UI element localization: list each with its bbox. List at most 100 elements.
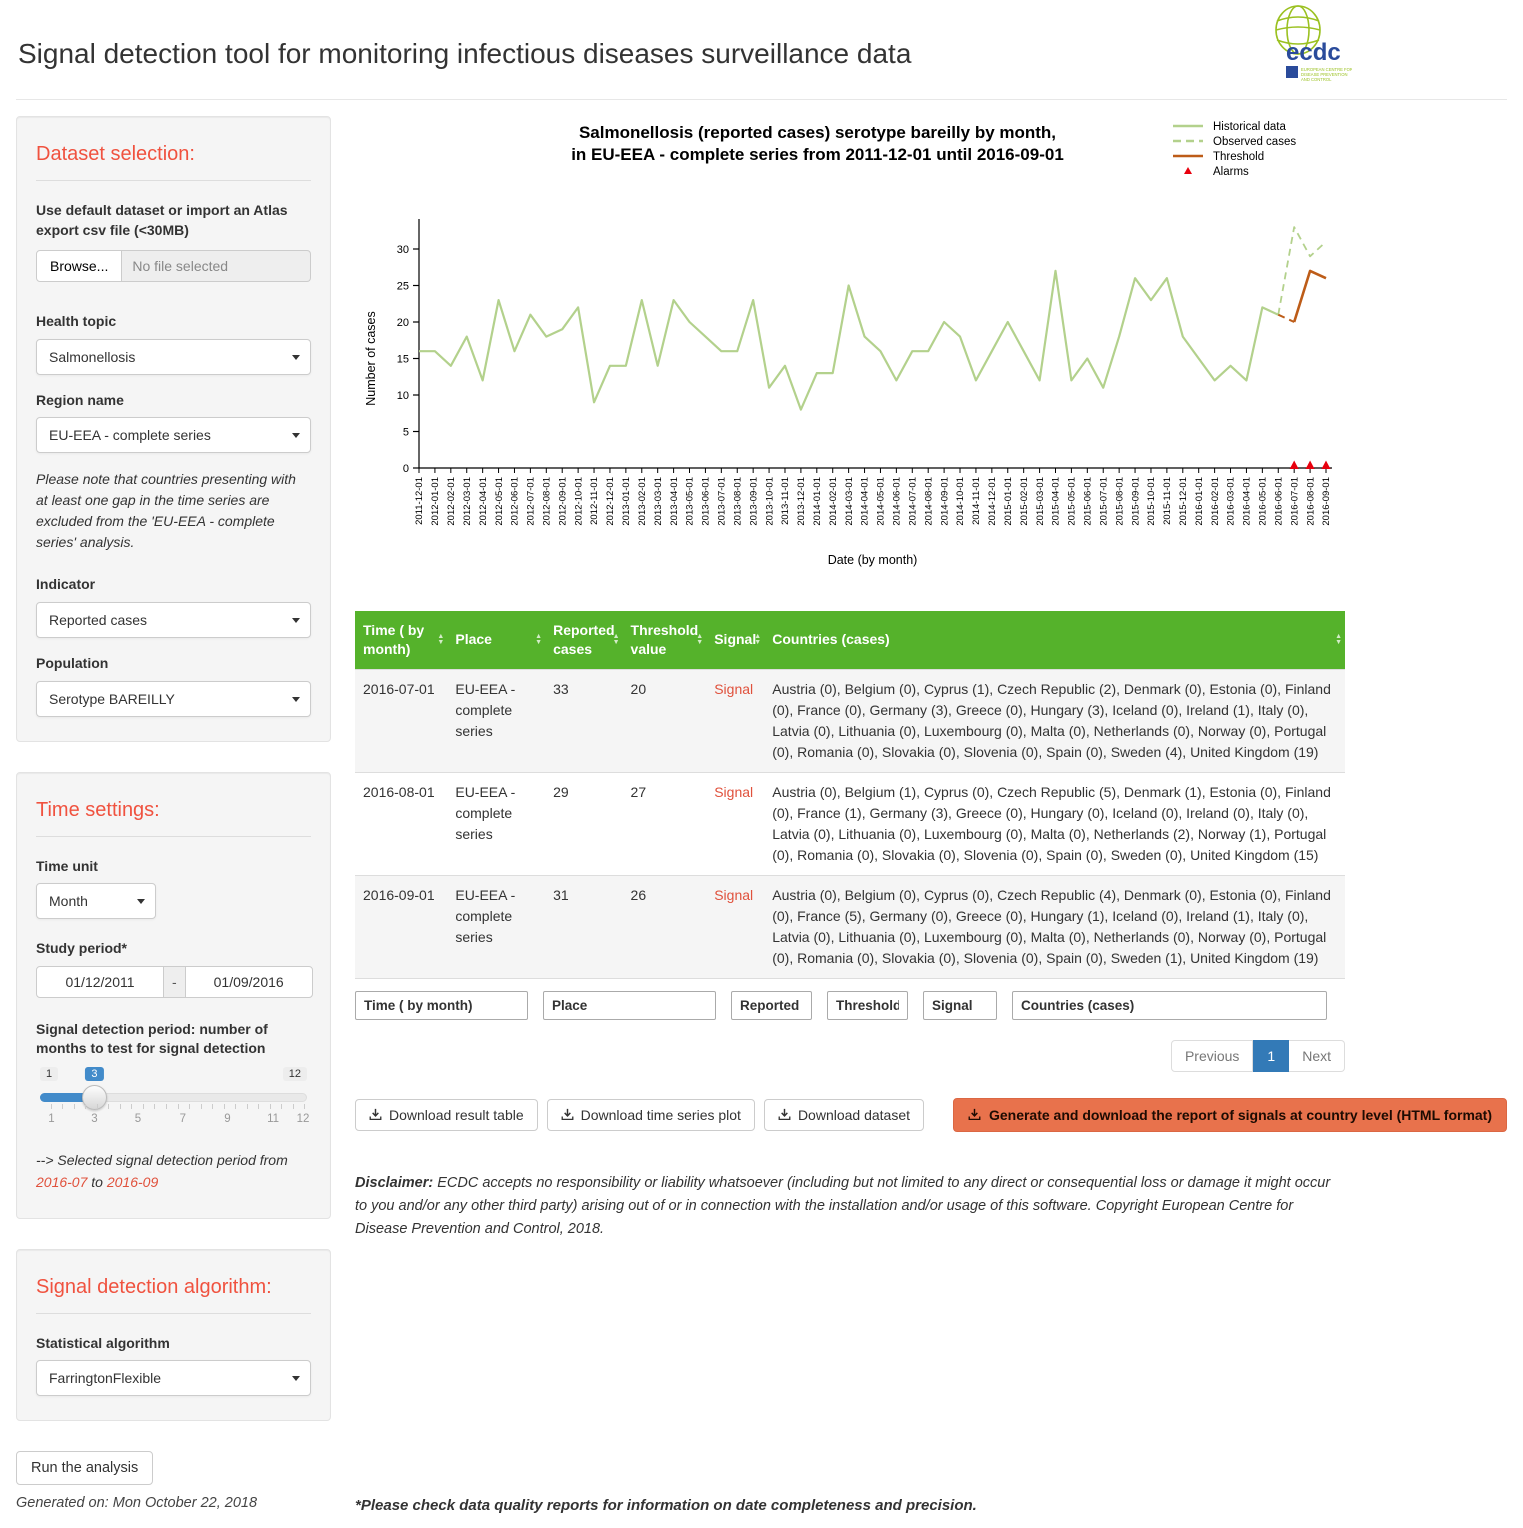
column-header-reported-cases[interactable]: Reported cases ▲ ▼ xyxy=(545,611,623,670)
x-tick-label: 2013-02-01 xyxy=(637,477,648,526)
column-header-time-by-month-[interactable]: Time ( by month) ▲ ▼ xyxy=(355,611,448,670)
x-tick-label: 2016-06-01 xyxy=(1273,477,1284,526)
x-tick-label: 2016-04-01 xyxy=(1242,477,1253,526)
x-tick-label: 2015-10-01 xyxy=(1146,477,1157,526)
region-name-label: Region name xyxy=(36,391,124,408)
x-tick-label: 2015-05-01 xyxy=(1067,477,1078,526)
x-tick-label: 2014-07-01 xyxy=(907,477,918,526)
results-table: Time ( by month) ▲ ▼ Place ▲ ▼ Reported cases ▲… xyxy=(355,611,1345,979)
slider-tick-label: 11 xyxy=(267,1112,280,1125)
time-unit-label: Time unit xyxy=(36,857,98,874)
column-header-countries-cases-[interactable]: Countries (cases) ▲ ▼ xyxy=(764,611,1345,670)
filter-input-reported-cases[interactable] xyxy=(731,990,812,1020)
sort-icon[interactable]: ▲ ▼ xyxy=(437,632,445,646)
x-tick-label: 2012-11-01 xyxy=(589,477,600,525)
chart-title-line2: in EU-EEA - complete series from 2011-12… xyxy=(571,145,1064,164)
eu-flag-icon xyxy=(1286,66,1298,78)
x-tick-label: 2013-03-01 xyxy=(653,477,664,526)
statistical-algorithm-select[interactable]: FarringtonFlexible xyxy=(36,1360,311,1397)
table-row[interactable]: 2016-08-01 EU-EEA - complete series 29 27 Si… xyxy=(355,771,1345,876)
legend-alarm-triangle-icon xyxy=(1184,167,1192,174)
cell-threshold-value: 27 xyxy=(622,771,707,876)
x-tick-label: 2016-03-01 xyxy=(1226,477,1237,526)
column-header-place[interactable]: Place ▲ ▼ xyxy=(447,611,546,670)
cell-reported-cases: 29 xyxy=(545,771,623,876)
slider-tick-label: 1 xyxy=(48,1112,55,1125)
x-tick-label: 2012-04-01 xyxy=(478,477,489,526)
pagination-previous-button[interactable]: Previous xyxy=(1170,1039,1254,1072)
x-tick-label: 2016-08-01 xyxy=(1305,477,1316,526)
indicator-select[interactable]: Reported cases xyxy=(36,601,311,638)
region-name-select[interactable]: EU-EEA - complete series xyxy=(36,417,311,454)
browse-button[interactable]: Browse... xyxy=(36,250,123,283)
table-row[interactable]: 2016-07-01 EU-EEA - complete series 33 20 Si… xyxy=(355,668,1345,773)
x-tick-label: 2013-08-01 xyxy=(732,477,743,526)
x-tick-label: 2013-05-01 xyxy=(685,477,696,526)
generate-report-button[interactable]: Generate and download the report of sign… xyxy=(952,1097,1507,1132)
globe-icon xyxy=(1275,5,1321,55)
column-header-signal[interactable]: Signal ▲ ▼ xyxy=(706,611,765,670)
y-axis-title: Number of cases xyxy=(364,311,378,405)
legend-label: Historical data xyxy=(1213,121,1286,133)
table-filter-row xyxy=(355,990,1345,1020)
slider-handle[interactable] xyxy=(82,1084,108,1110)
caret-down-icon xyxy=(292,617,300,623)
x-tick-label: 2012-10-01 xyxy=(573,477,584,526)
file-selected-field[interactable]: No file selected xyxy=(122,250,311,283)
generated-on-text: Generated on: Mon October 22, 2018 xyxy=(16,1495,258,1512)
disclaimer-body: ECDC accepts no responsibility or liabil… xyxy=(355,1174,1331,1238)
alarm-triangle-icon xyxy=(1289,460,1299,469)
x-tick-label: 2012-08-01 xyxy=(541,477,552,526)
indicator-label: Indicator xyxy=(36,576,96,593)
filter-input-countries-cases-[interactable] xyxy=(1012,990,1327,1020)
x-tick-label: 2016-05-01 xyxy=(1258,477,1269,526)
pagination-page-1-button[interactable]: 1 xyxy=(1253,1039,1290,1072)
cell-signal: Signal xyxy=(706,874,765,979)
x-tick-label: 2014-08-01 xyxy=(923,477,934,526)
download-result-table-button[interactable]: Download result table xyxy=(355,1098,538,1131)
sort-icon[interactable]: ▲ ▼ xyxy=(535,632,543,646)
x-tick-label: 2015-12-01 xyxy=(1178,477,1189,526)
column-header-threshold-value[interactable]: Threshold value ▲ ▼ xyxy=(622,611,707,670)
cell-signal: Signal xyxy=(706,771,765,876)
caret-down-icon xyxy=(292,354,300,360)
download-time-series-plot-button[interactable]: Download time series plot xyxy=(546,1098,755,1131)
study-period-start-input[interactable] xyxy=(36,965,164,998)
sort-icon[interactable]: ▲ ▼ xyxy=(696,632,704,646)
sort-icon[interactable]: ▲ ▼ xyxy=(754,632,762,646)
download-button-row: Download result table Download time seri… xyxy=(355,1097,1507,1132)
filter-input-time-by-month-[interactable] xyxy=(355,990,528,1020)
download-icon xyxy=(778,1109,791,1121)
x-tick-label: 2012-03-01 xyxy=(462,477,473,526)
x-tick-label: 2015-07-01 xyxy=(1098,477,1109,526)
pagination-next-button[interactable]: Next xyxy=(1289,1039,1345,1072)
health-topic-label: Health topic xyxy=(36,313,117,330)
cell-reported-cases: 31 xyxy=(545,874,623,979)
series-threshold-lead-in xyxy=(1277,313,1295,323)
sort-icon[interactable]: ▲ ▼ xyxy=(1335,632,1342,646)
filter-input-place[interactable] xyxy=(543,990,716,1020)
x-tick-label: 2015-08-01 xyxy=(1114,477,1125,526)
study-period-end-input[interactable] xyxy=(184,965,313,998)
x-tick-label: 2014-03-01 xyxy=(844,477,855,526)
health-topic-select[interactable]: Salmonellosis xyxy=(36,338,311,375)
dataset-selection-panel: Dataset selection: Use default dataset o… xyxy=(16,116,331,742)
download-dataset-button[interactable]: Download dataset xyxy=(763,1098,925,1131)
x-tick-label: 2012-01-01 xyxy=(430,477,441,526)
selected-period-prefix: --> Selected signal detection period fro… xyxy=(36,1151,288,1168)
download-icon xyxy=(369,1109,382,1121)
slider-fill xyxy=(40,1092,95,1102)
cell-place: EU-EEA - complete series xyxy=(447,668,546,773)
filter-input-threshold-value[interactable] xyxy=(827,990,908,1020)
run-analysis-button[interactable]: Run the analysis xyxy=(16,1451,154,1486)
selected-period-note: --> Selected signal detection period fro… xyxy=(36,1149,311,1194)
population-select[interactable]: Serotype BAREILLY xyxy=(36,680,311,717)
download-icon xyxy=(561,1109,574,1121)
cell-signal: Signal xyxy=(706,668,765,773)
signal-period-slider: 1 3 12 1 3 5 7 9 11 12 xyxy=(40,1066,309,1125)
filter-input-signal[interactable] xyxy=(923,990,997,1020)
table-row[interactable]: 2016-09-01 EU-EEA - complete series 31 26 Si… xyxy=(355,874,1345,979)
sort-icon[interactable]: ▲ ▼ xyxy=(612,632,620,646)
time-unit-select[interactable]: Month xyxy=(36,883,156,920)
